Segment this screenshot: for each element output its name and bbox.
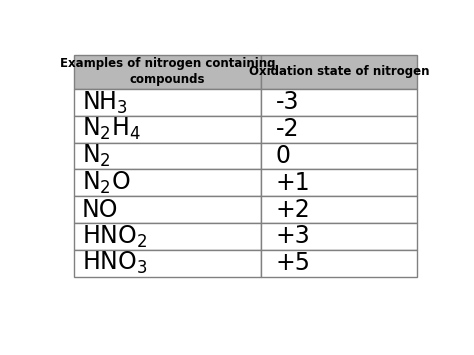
Bar xyxy=(261,196,418,223)
Bar xyxy=(74,89,261,116)
Text: HNO$_3$: HNO$_3$ xyxy=(82,250,147,276)
Bar xyxy=(74,116,261,143)
Text: 0: 0 xyxy=(276,144,291,168)
Text: +5: +5 xyxy=(276,251,311,275)
Text: NH$_3$: NH$_3$ xyxy=(82,89,128,116)
Text: +3: +3 xyxy=(276,224,310,248)
Text: Oxidation state of nitrogen: Oxidation state of nitrogen xyxy=(249,65,429,78)
Text: +1: +1 xyxy=(276,171,310,195)
Bar xyxy=(74,169,261,196)
Text: N$_2$: N$_2$ xyxy=(82,143,111,169)
Bar xyxy=(261,223,418,250)
Bar xyxy=(74,143,261,169)
Text: +2: +2 xyxy=(276,198,310,222)
Bar xyxy=(261,116,418,143)
Bar xyxy=(261,250,418,277)
Bar xyxy=(261,89,418,116)
Text: N$_2$H$_4$: N$_2$H$_4$ xyxy=(82,116,141,142)
Bar xyxy=(261,169,418,196)
Text: NO: NO xyxy=(82,198,118,222)
Bar xyxy=(74,196,261,223)
Bar xyxy=(74,250,261,277)
Bar xyxy=(74,223,261,250)
Text: -3: -3 xyxy=(276,91,299,114)
Bar xyxy=(74,55,261,89)
Text: N$_2$O: N$_2$O xyxy=(82,170,130,196)
Bar xyxy=(261,143,418,169)
Text: -2: -2 xyxy=(276,117,299,141)
Bar xyxy=(261,55,418,89)
Text: HNO$_2$: HNO$_2$ xyxy=(82,223,147,250)
Text: Examples of nitrogen containing
compounds: Examples of nitrogen containing compound… xyxy=(60,58,275,87)
